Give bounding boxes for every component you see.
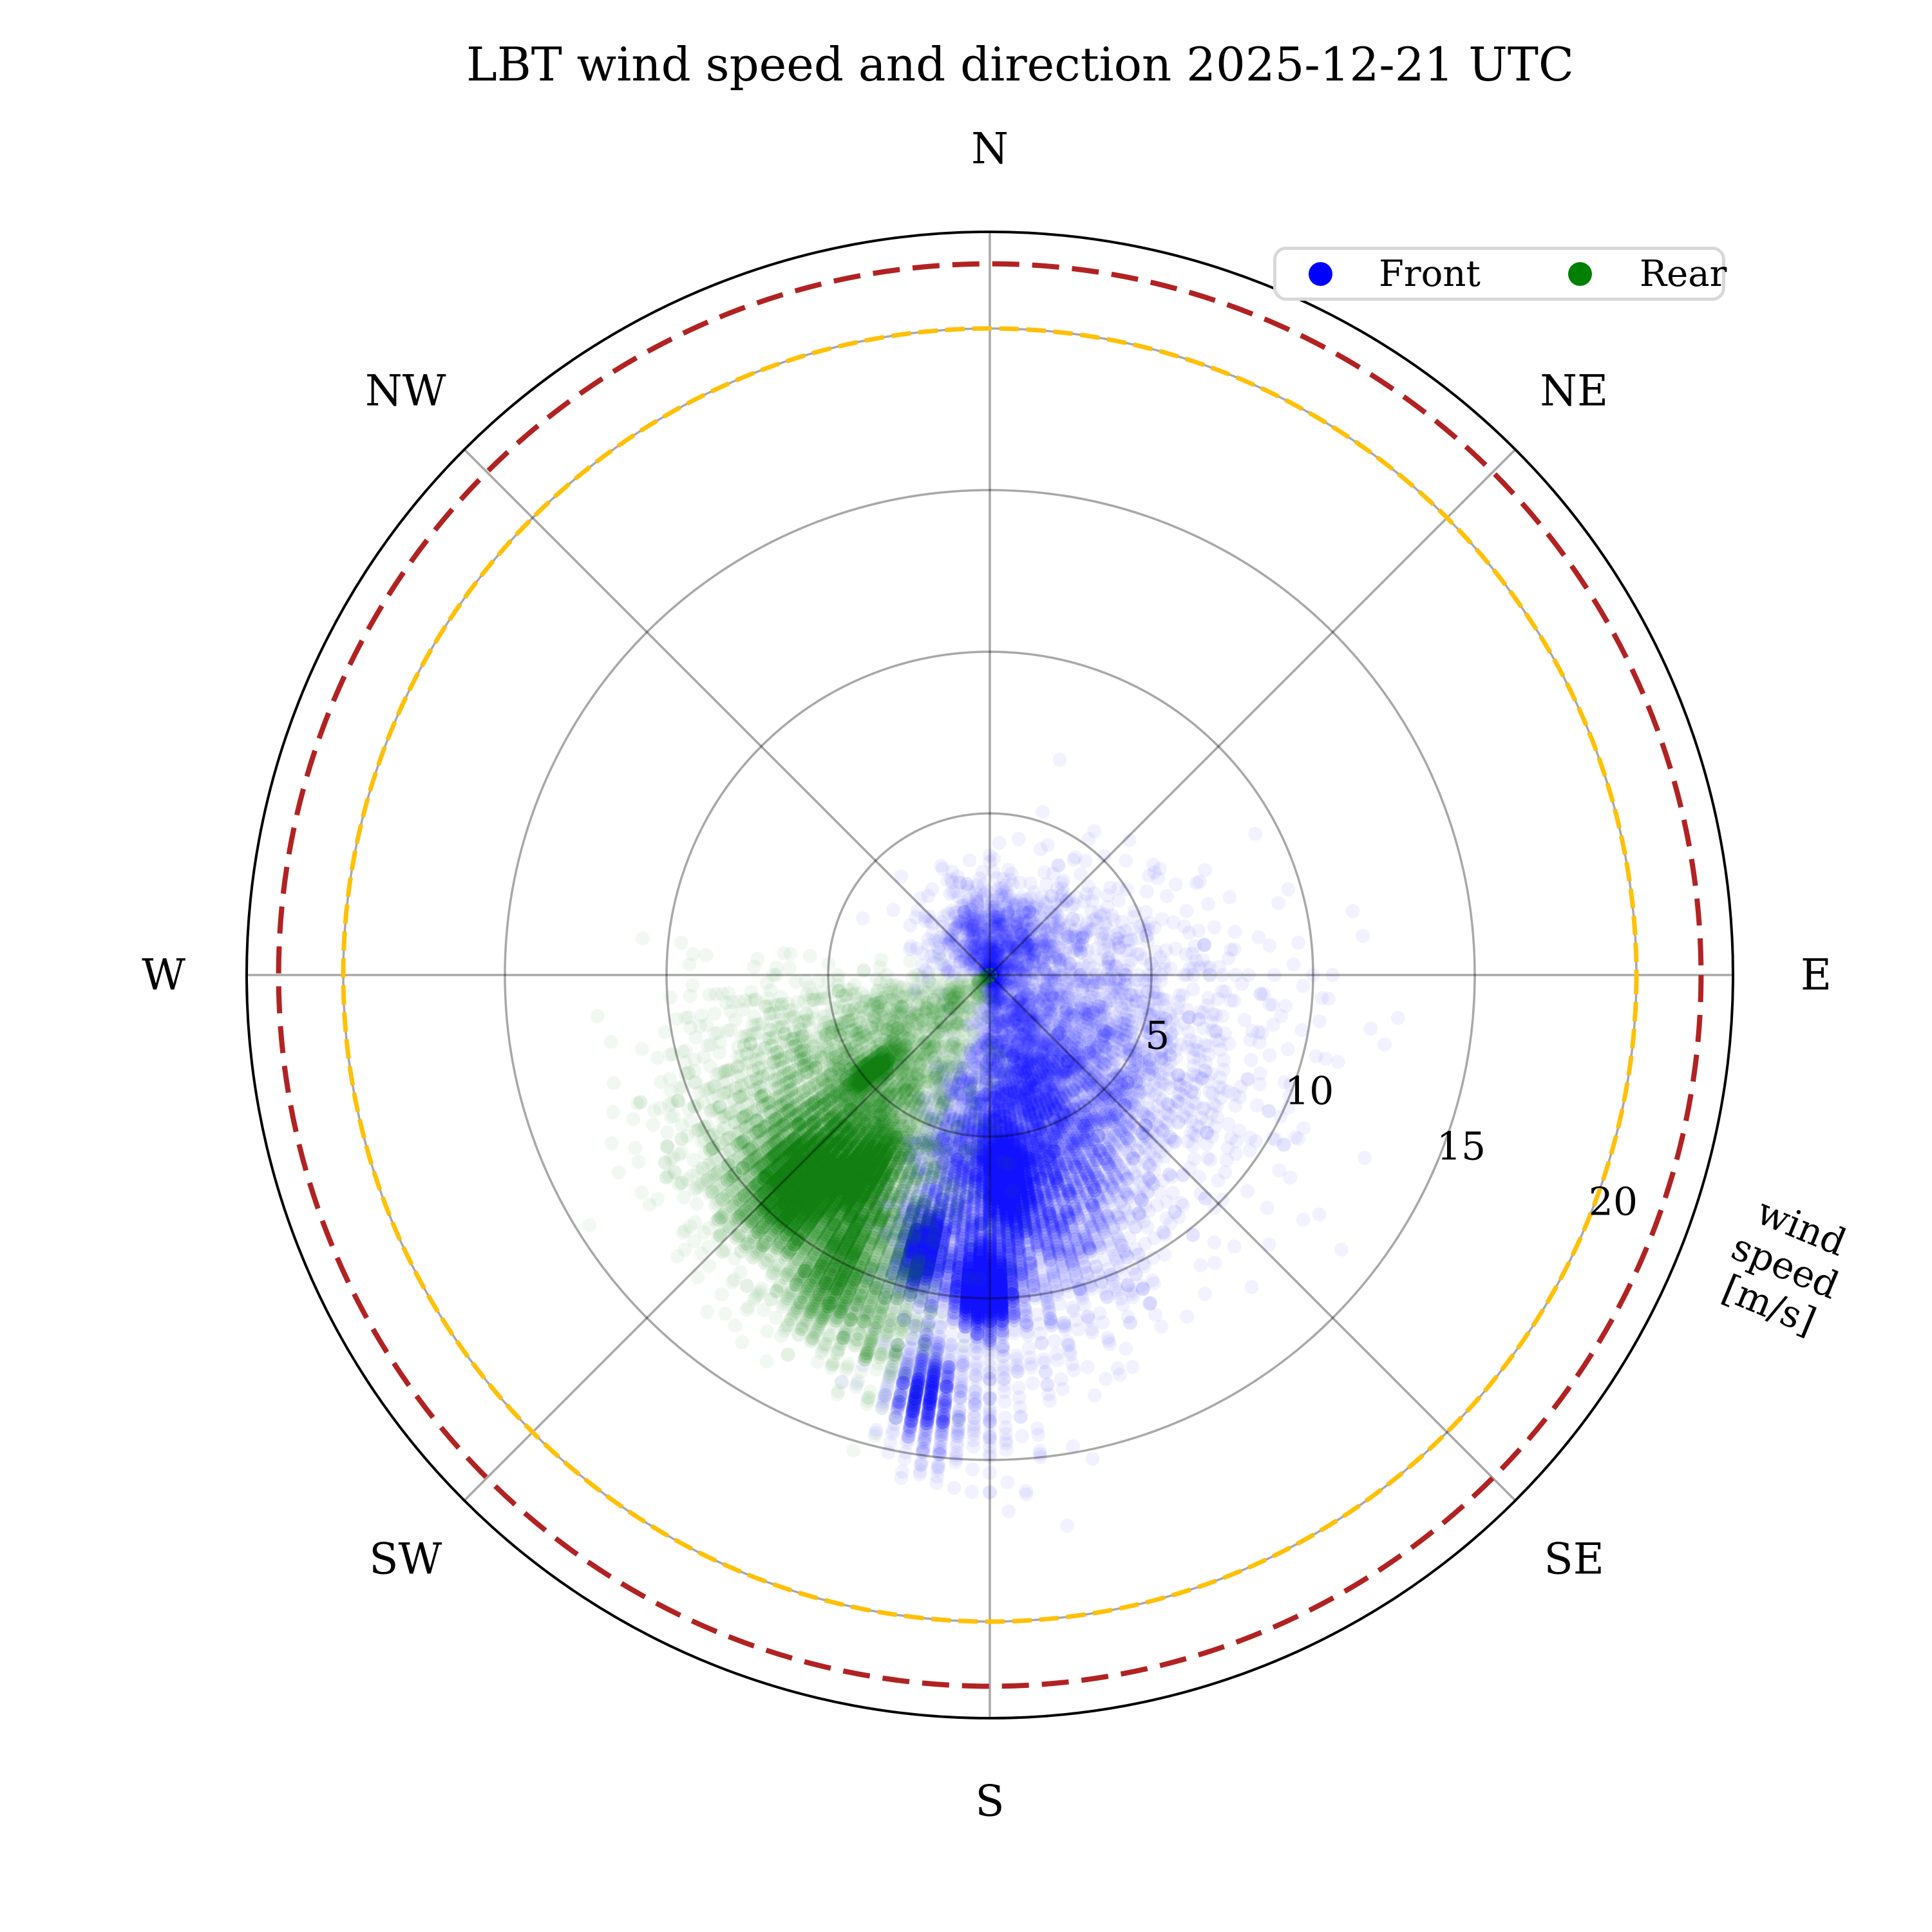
legend-marker-rear [1567, 261, 1592, 286]
legend: Front Rear [1273, 247, 1727, 301]
legend-label-front: Front [1379, 252, 1481, 295]
radial-tick-label-20: 20 [1589, 1179, 1638, 1224]
compass-label-NW: NW [365, 366, 446, 415]
outer-boundary-circle [245, 231, 1734, 1719]
grid-spoke-225 [463, 974, 991, 1502]
compass-label-E: E [1801, 951, 1832, 1000]
radial-tick-label-15: 15 [1437, 1124, 1486, 1169]
grid-spoke-45 [989, 448, 1517, 976]
chart-title: LBT wind speed and direction 2025-12-21 … [466, 37, 1574, 91]
radial-tick-label-5: 5 [1145, 1014, 1170, 1059]
center-marker [982, 967, 998, 983]
grid-spoke-315 [463, 448, 991, 976]
legend-marker-front [1309, 261, 1332, 286]
compass-label-SW: SW [369, 1535, 442, 1584]
grid-ring-10 [665, 650, 1314, 1300]
grid-ring-5 [827, 812, 1153, 1138]
grid-spoke-135 [989, 974, 1517, 1502]
compass-label-S: S [975, 1777, 1004, 1826]
legend-label-rear: Rear [1639, 252, 1727, 295]
limit-ring-20ms [341, 326, 1639, 1624]
radial-tick-label-10: 10 [1285, 1069, 1334, 1114]
compass-label-SE: SE [1544, 1535, 1604, 1584]
compass-label-W: W [142, 951, 185, 1000]
compass-label-NE: NE [1540, 366, 1608, 415]
compass-label-N: N [971, 124, 1009, 174]
limit-ring-22ms [276, 261, 1704, 1689]
grid-ring-15 [504, 489, 1476, 1461]
